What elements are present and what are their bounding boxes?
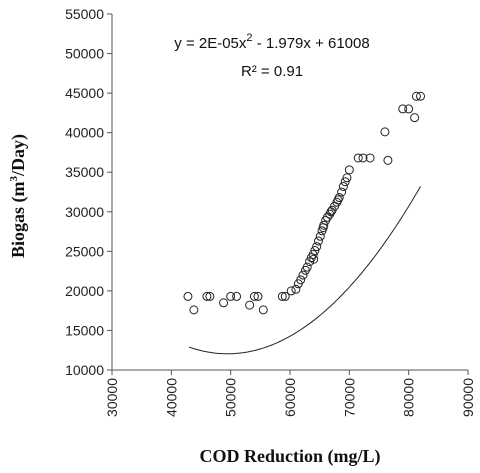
y-tick-label: 10000 bbox=[65, 362, 104, 378]
y-tick-label: 40000 bbox=[65, 125, 104, 141]
data-point bbox=[310, 246, 320, 256]
y-tick-label: 25000 bbox=[65, 243, 104, 259]
data-point bbox=[365, 153, 375, 163]
trendline-equation: y = 2E-05x2 - 1.979x + 61008 bbox=[174, 32, 369, 52]
axes bbox=[107, 13, 469, 375]
data-point bbox=[202, 291, 212, 301]
r-squared-label: R² = 0.91 bbox=[241, 63, 303, 80]
data-point bbox=[383, 155, 393, 165]
x-tick-label: 50000 bbox=[223, 378, 239, 417]
data-point bbox=[404, 104, 414, 114]
y-tick-label: 50000 bbox=[65, 46, 104, 62]
data-point bbox=[313, 236, 323, 246]
y-tick-label: 30000 bbox=[65, 204, 104, 220]
data-point bbox=[189, 305, 199, 315]
data-point bbox=[333, 195, 343, 205]
data-point bbox=[326, 207, 336, 217]
data-point bbox=[332, 197, 342, 207]
data-point bbox=[219, 298, 229, 308]
y-tick-label: 55000 bbox=[65, 6, 104, 22]
data-points bbox=[183, 91, 426, 315]
y-tick-label: 20000 bbox=[65, 283, 104, 299]
data-point bbox=[344, 165, 354, 175]
x-tick-label: 40000 bbox=[163, 378, 179, 417]
trendline bbox=[188, 186, 421, 355]
x-tick-label: 70000 bbox=[341, 378, 357, 417]
data-point bbox=[340, 177, 350, 187]
data-point bbox=[353, 153, 363, 163]
data-point bbox=[298, 270, 308, 280]
data-point bbox=[253, 291, 263, 301]
y-tick-label: 45000 bbox=[65, 85, 104, 101]
y-axis-label: Biogas (m3/Day) bbox=[8, 134, 29, 258]
x-tick-label: 30000 bbox=[104, 378, 120, 417]
data-point bbox=[315, 231, 325, 241]
data-point bbox=[205, 291, 215, 301]
data-point bbox=[410, 113, 420, 123]
y-tick-labels: 10000 15000 20000 25000 30000 35000 40000 45000… bbox=[65, 6, 104, 378]
data-point bbox=[398, 104, 408, 114]
data-point bbox=[338, 181, 348, 191]
data-point bbox=[183, 291, 193, 301]
y-tick-label: 35000 bbox=[65, 164, 104, 180]
data-point bbox=[286, 286, 296, 296]
x-tick-label: 90000 bbox=[460, 378, 476, 417]
x-tick-labels: 30000 40000 50000 60000 70000 80000 90000 bbox=[104, 378, 476, 417]
data-point bbox=[302, 262, 312, 272]
data-point bbox=[342, 173, 352, 183]
x-tick-label: 80000 bbox=[401, 378, 417, 417]
data-point bbox=[245, 300, 255, 310]
data-point bbox=[296, 275, 306, 285]
data-point bbox=[411, 91, 421, 101]
data-point bbox=[337, 187, 347, 197]
data-point bbox=[380, 127, 390, 137]
data-point bbox=[318, 223, 328, 233]
data-point bbox=[280, 291, 290, 301]
x-tick-label: 60000 bbox=[282, 378, 298, 417]
y-tick-label: 15000 bbox=[65, 322, 104, 338]
data-point bbox=[232, 291, 242, 301]
data-point bbox=[308, 249, 318, 259]
data-point bbox=[416, 91, 426, 101]
data-point bbox=[312, 242, 322, 252]
data-point bbox=[291, 284, 301, 294]
data-point bbox=[334, 193, 344, 203]
data-point bbox=[277, 291, 287, 301]
data-point bbox=[309, 254, 319, 264]
data-point bbox=[358, 153, 368, 163]
data-point bbox=[226, 291, 236, 301]
x-axis-label: COD Reduction (mg/L) bbox=[200, 446, 381, 467]
data-point bbox=[249, 291, 259, 301]
data-point bbox=[258, 305, 268, 315]
